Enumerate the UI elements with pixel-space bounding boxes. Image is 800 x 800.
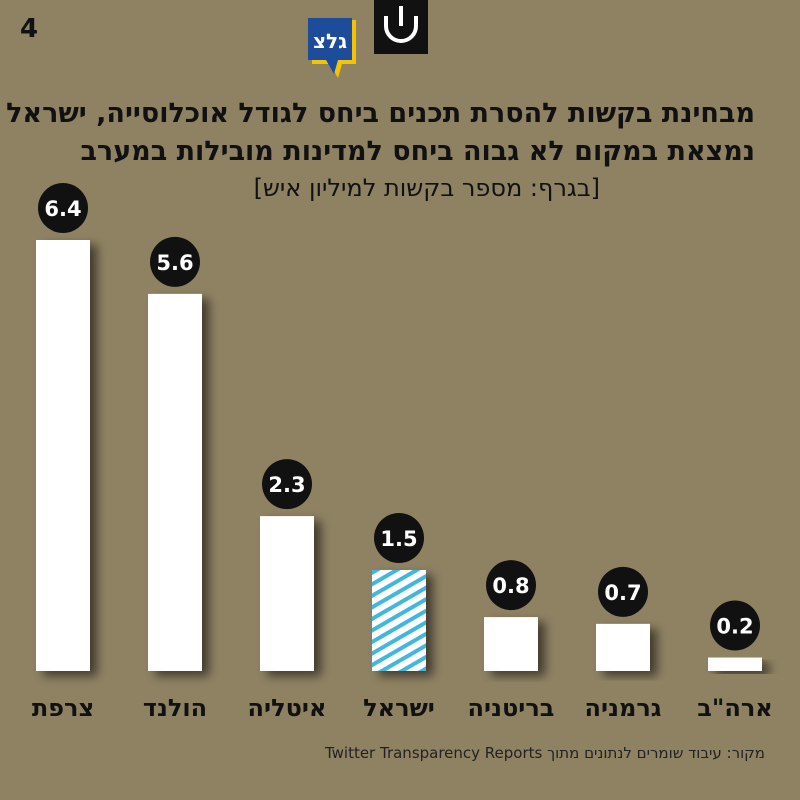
data-label-6: 0.2	[716, 615, 753, 639]
value-badge-6	[710, 600, 760, 651]
shomrim-logo	[374, 0, 428, 54]
data-label-0: 6.4	[44, 197, 81, 221]
chart-title-line-1: מבחינת בקשות להסרת תכנים ביחס לגודל אוכל…	[6, 98, 755, 129]
category-label-1: הולנד	[143, 694, 207, 722]
glz-logo: גלצ	[308, 18, 356, 78]
bar-2	[260, 516, 314, 671]
page-number: 4	[20, 14, 39, 44]
bar-0	[36, 240, 90, 671]
category-label-4: בריטניה	[468, 694, 555, 722]
category-label-6: ארה"ב	[697, 694, 773, 722]
chart-subtitle: [בגרף: מספר בקשות למיליון איש]	[253, 174, 600, 202]
value-badge-3	[374, 512, 424, 563]
category-label-0: צרפת	[32, 694, 94, 722]
svg-text:גלצ: גלצ	[313, 29, 347, 53]
value-badge-2	[262, 459, 312, 510]
bar-1	[148, 293, 202, 671]
value-badge-0	[38, 183, 88, 233]
bar-3	[372, 569, 426, 671]
value-badge-1	[150, 236, 200, 287]
data-label-4: 0.8	[492, 574, 529, 598]
chart-title-line-2: נמצאת במקום לא גבוה ביחס למדינות מובילות…	[80, 136, 755, 167]
category-label-2: איטליה	[248, 694, 327, 722]
source-note: מקור: עיבוד שומרים לנתונים מתוך Twitter …	[324, 744, 765, 762]
bar-5	[596, 623, 650, 671]
bar-6	[708, 657, 762, 671]
data-label-2: 2.3	[268, 473, 305, 497]
value-badge-4	[486, 560, 536, 611]
data-label-5: 0.7	[604, 581, 641, 605]
value-badge-5	[598, 566, 648, 617]
data-label-3: 1.5	[380, 527, 417, 551]
bar-4	[484, 617, 538, 671]
category-label-3: ישראל	[363, 694, 435, 722]
data-label-1: 5.6	[156, 251, 193, 275]
category-label-5: גרמניה	[585, 694, 662, 722]
